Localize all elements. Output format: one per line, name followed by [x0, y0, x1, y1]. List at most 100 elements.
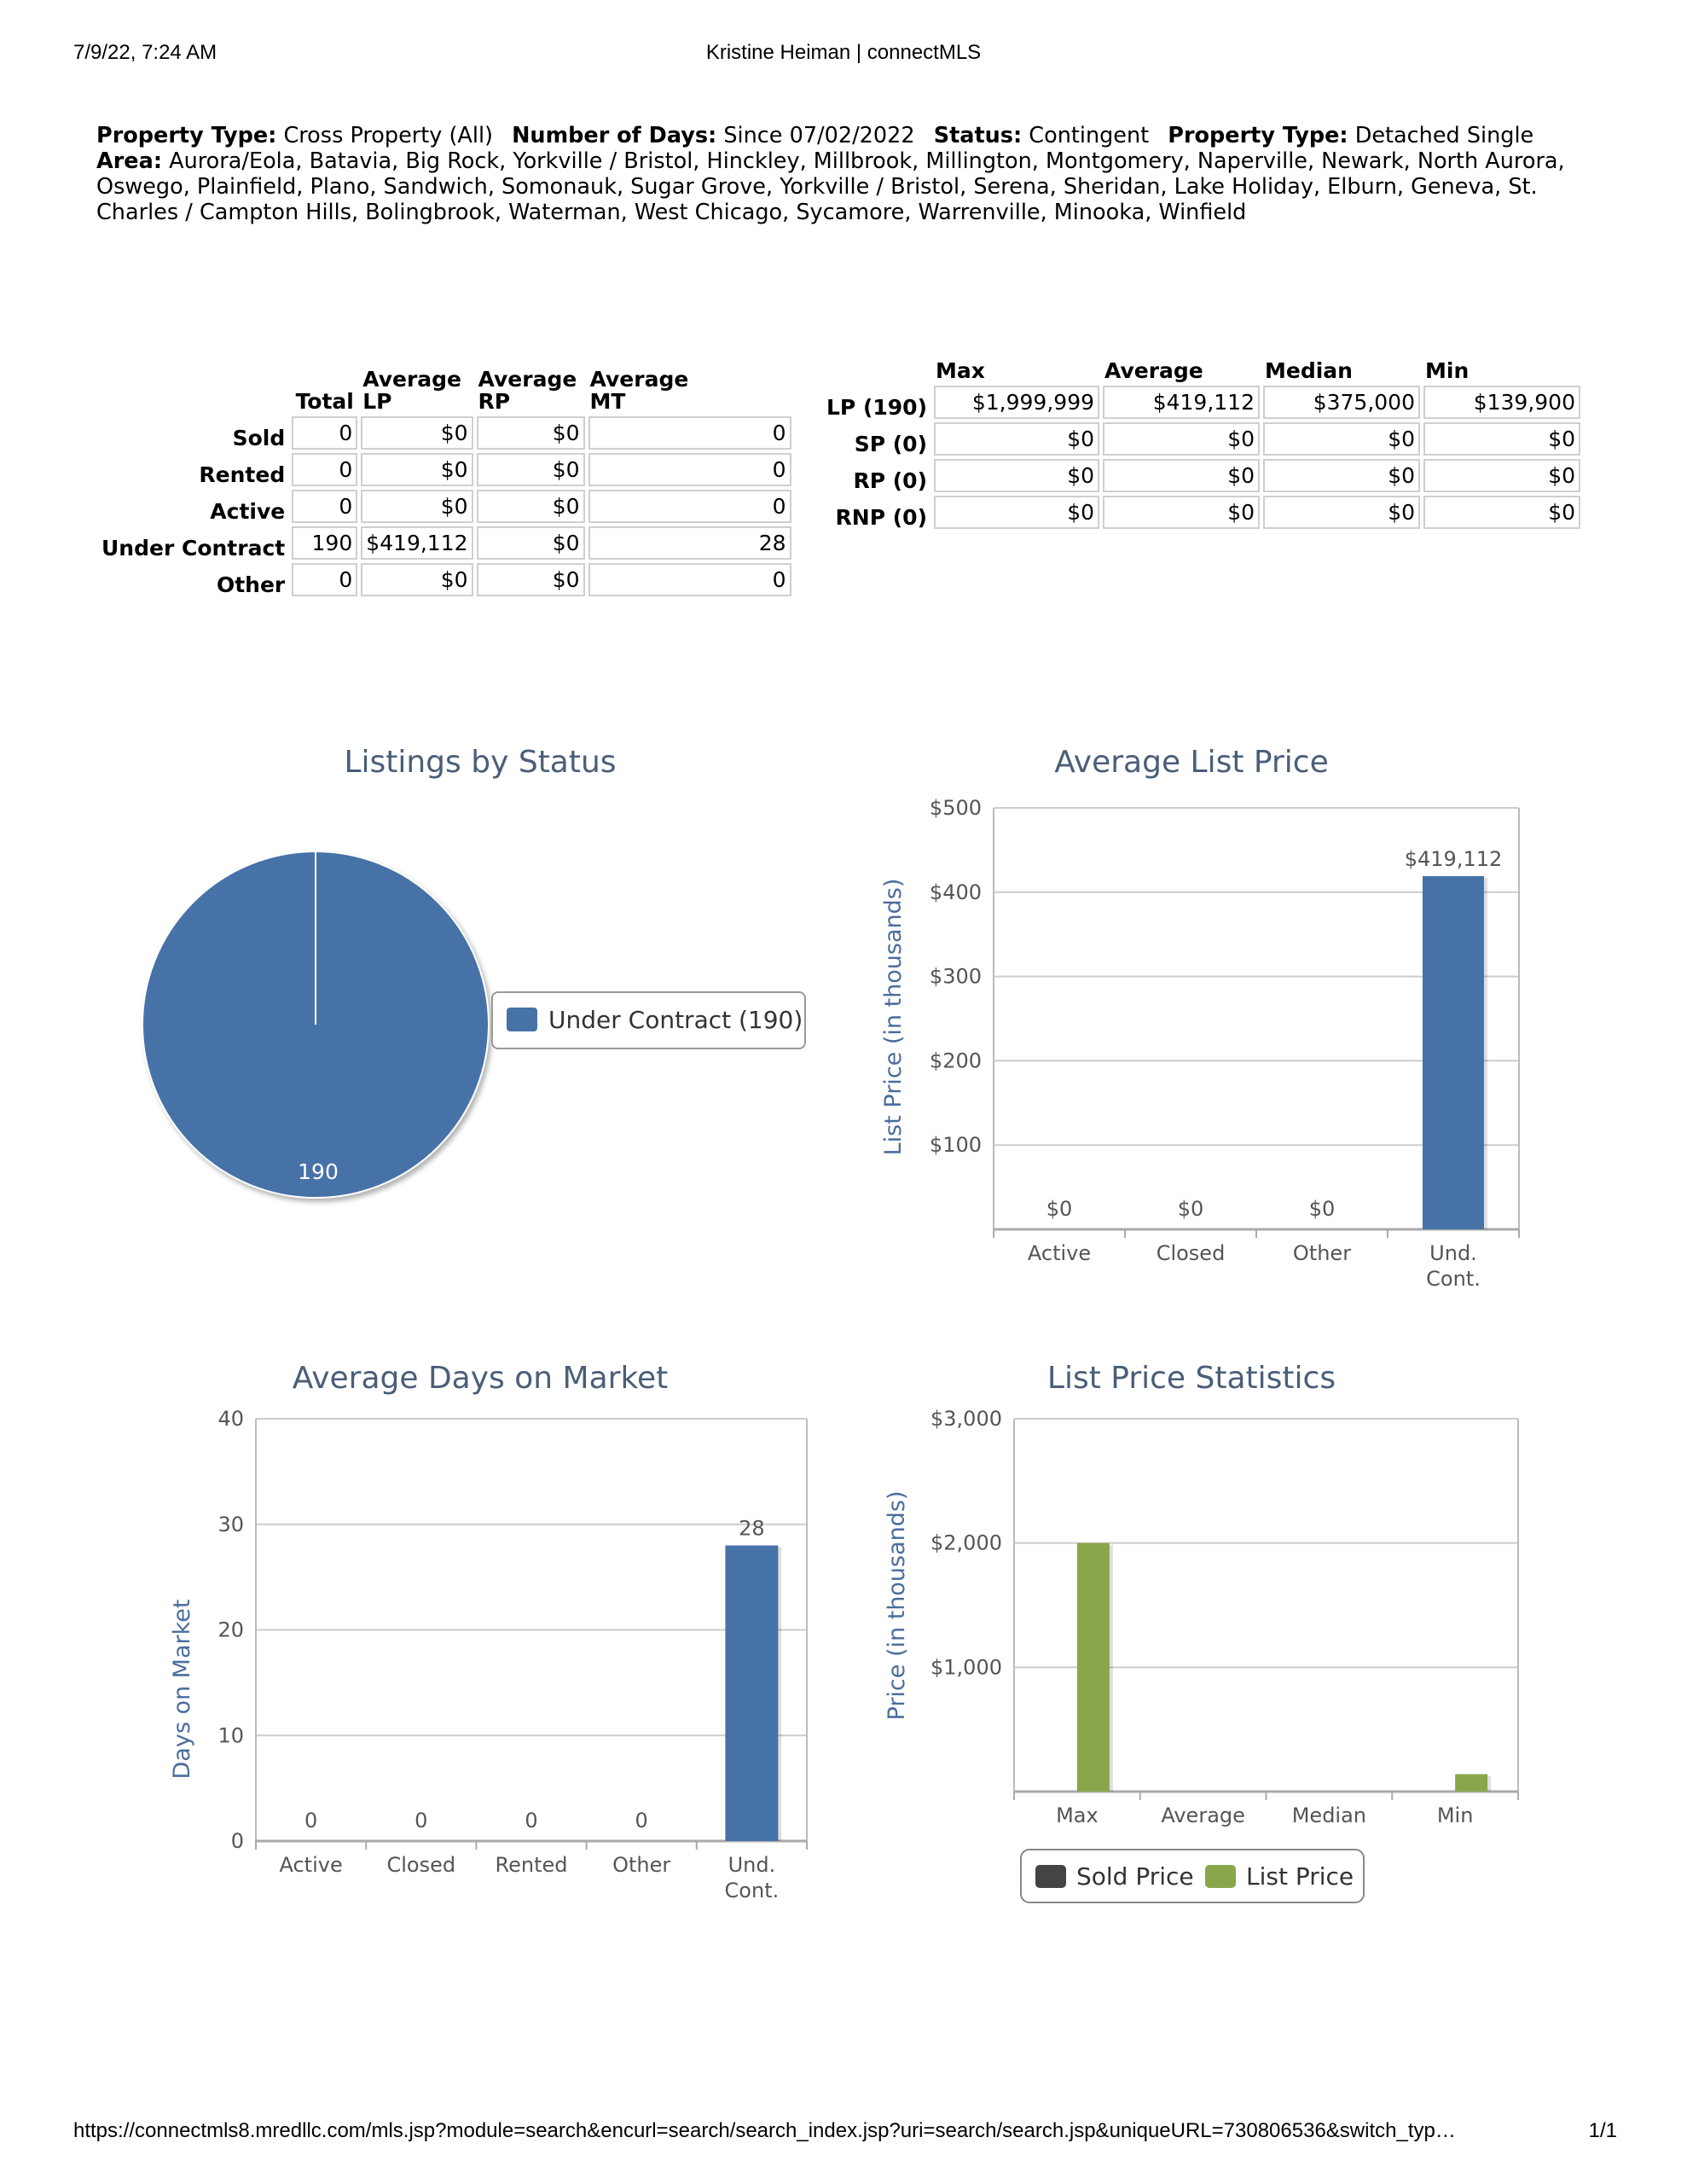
column-header: Median	[1265, 358, 1353, 383]
x-tick-label: Other	[1293, 1241, 1351, 1265]
table-cell: 0	[292, 453, 358, 486]
column-header: Average LP	[362, 367, 461, 414]
table-cell: 190	[292, 526, 358, 560]
bar	[1076, 1542, 1110, 1792]
print-footer: https://connectmls8.mredllc.com/mls.jsp?…	[73, 2119, 1617, 2146]
row-label: RP (0)	[853, 468, 927, 493]
bar-data-label: 0	[525, 1809, 537, 1833]
row-label: Sold	[232, 426, 286, 450]
table-cell: $0	[934, 422, 1099, 456]
bar-chart-svg: List Price Statistics Price (in thousand…	[884, 1361, 1519, 1903]
row-label: RNP (0)	[835, 505, 927, 530]
table-row: RP (0) $0 $0 $0 $0	[825, 459, 1580, 492]
area-label: Area:	[96, 148, 163, 174]
table-cell: $0	[361, 453, 473, 486]
y-tick-label: $1,000	[930, 1655, 1002, 1679]
row-label: SP (0)	[854, 432, 927, 456]
table-cell: 0	[588, 453, 791, 486]
listings-by-status-chart: Listings by Status 190 Under Contract (1…	[0, 734, 853, 1246]
y-axis-title: Days on Market	[169, 1600, 195, 1780]
row-label: LP (190)	[826, 395, 927, 420]
pie-slices: 190	[142, 851, 490, 1199]
y-tick-label: $3,000	[930, 1407, 1002, 1431]
bar-data-label: 0	[635, 1809, 648, 1833]
column-header: Average	[1104, 358, 1203, 383]
y-tick-label: 10	[217, 1723, 244, 1747]
x-tick-label: Und.	[1429, 1241, 1477, 1265]
y-tick-label: $200	[930, 1048, 982, 1072]
x-tick-label: Max	[1056, 1804, 1099, 1827]
row-label: Rented	[199, 462, 286, 487]
table-cell: $0	[476, 453, 585, 486]
table-cell: $419,112	[361, 526, 473, 560]
table-cell: $0	[476, 490, 585, 523]
y-tick-label: $500	[930, 796, 982, 820]
property-type-label: Property Type:	[96, 123, 277, 148]
table-cell: $0	[476, 526, 585, 560]
x-tick-label: Median	[1292, 1804, 1366, 1827]
legend: Sold Price List Price	[1020, 1849, 1365, 1903]
bar	[1423, 875, 1484, 1229]
y-tick-label: 20	[217, 1618, 244, 1642]
y-tick-label: 0	[231, 1829, 244, 1853]
days-value: Since 07/02/2022	[723, 123, 915, 148]
property-type-2-label: Property Type:	[1168, 123, 1348, 148]
table-cell: $0	[1263, 459, 1420, 492]
x-tick-label: Und.	[728, 1853, 776, 1877]
table-cell: $0	[361, 416, 473, 450]
table-cell: $0	[476, 563, 585, 596]
average-list-price-chart: Average List Price List Price (in thousa…	[853, 734, 1620, 1314]
table-row: Rented 0 $0 $0 0	[100, 453, 791, 486]
table-cell: $0	[934, 496, 1099, 529]
pie-chart-svg: Listings by Status 190 Under Contract (1…	[142, 745, 806, 1199]
y-axis-title: Price (in thousands)	[884, 1491, 910, 1721]
pie-data-label: 190	[298, 1159, 339, 1184]
table-cell: $0	[1103, 459, 1260, 492]
row-label: Under Contract	[101, 536, 286, 561]
bar-data-label: 0	[304, 1809, 317, 1833]
table-cell: $0	[1423, 459, 1580, 492]
table-row: Other 0 $0 $0 0	[100, 563, 791, 596]
print-title: Kristine Heiman | connectMLS	[705, 41, 982, 64]
column-header: Max	[936, 358, 985, 383]
bar-data-label: $0	[1046, 1197, 1073, 1221]
chart-title: Listings by Status	[344, 745, 616, 780]
column-header: Total	[295, 389, 354, 414]
table-cell: $0	[1423, 496, 1580, 529]
table-header-row: Total Average LP Average RP Average MT	[100, 351, 791, 413]
bar-chart-svg: Average Days on Market Days on Market 0 1…	[169, 1361, 808, 1902]
area-value: Aurora/Eola, Batavia, Big Rock, Yorkvill…	[96, 148, 1565, 225]
x-tick-label: Other	[612, 1853, 670, 1877]
x-tick-label: Closed	[1157, 1241, 1226, 1265]
x-tick-label: Active	[1028, 1241, 1091, 1265]
table-cell: $0	[934, 459, 1099, 492]
table-row: LP (190) $1,999,999 $419,112 $375,000 $1…	[825, 386, 1580, 419]
table-cell: $0	[1423, 422, 1580, 456]
table-cell: 0	[292, 416, 358, 450]
days-label: Number of Days:	[512, 123, 717, 148]
bar-data-label: $0	[1309, 1197, 1336, 1221]
y-tick-label: 40	[217, 1407, 244, 1431]
chart-title: Average Days on Market	[293, 1361, 669, 1396]
property-type-value: Cross Property (All)	[283, 123, 493, 148]
table-row: Sold 0 $0 $0 0	[100, 416, 791, 450]
table-cell: 28	[588, 526, 791, 560]
page-url: https://connectmls8.mredllc.com/mls.jsp?…	[73, 2119, 1456, 2142]
legend-swatch	[1205, 1865, 1236, 1888]
table-header-row: Max Average Median Min	[825, 351, 1580, 382]
table-row: Active 0 $0 $0 0	[100, 490, 791, 523]
x-tick-label: Average	[1161, 1804, 1245, 1827]
page-number: 1/1	[1588, 2119, 1617, 2142]
bar-chart-svg: Average List Price List Price (in thousa…	[880, 745, 1520, 1291]
legend-swatch	[1035, 1865, 1066, 1888]
y-axis-title: List Price (in thousands)	[880, 879, 907, 1156]
table-cell: 0	[292, 490, 358, 523]
x-tick-label: Active	[279, 1853, 342, 1877]
legend-item: Sold Price	[1076, 1862, 1194, 1891]
table-cell: $0	[361, 490, 473, 523]
price-statistics-table: Max Average Median Min LP (190) $1,999,9…	[821, 348, 1584, 532]
grid: 0 10 20 30 40	[217, 1407, 807, 1853]
table-cell: $375,000	[1263, 386, 1420, 419]
table-cell: 0	[292, 563, 358, 596]
print-datetime: 7/9/22, 7:24 AM	[73, 41, 217, 64]
